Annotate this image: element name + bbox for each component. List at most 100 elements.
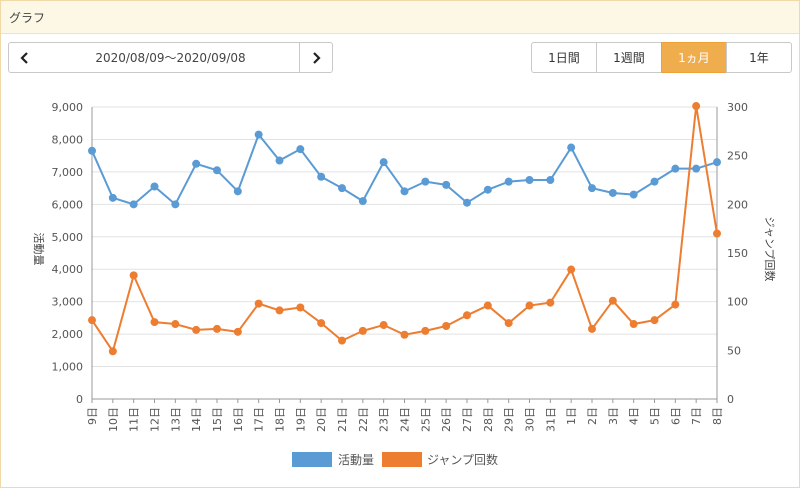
jump-data-point — [233, 327, 242, 336]
activity-data-point — [254, 130, 263, 139]
x-tick-label: 13日 — [169, 407, 182, 432]
jump-data-point — [442, 322, 451, 330]
next-period-button[interactable] — [299, 42, 333, 73]
x-tick-label: 29日 — [503, 407, 516, 432]
x-tick-label: 17日 — [253, 407, 266, 432]
jump-data-point — [192, 325, 201, 334]
activity-data-point — [108, 193, 117, 202]
jump-data-point — [296, 303, 305, 312]
chevron-left-icon — [20, 51, 28, 64]
activity-data-point — [317, 172, 326, 181]
jump-data-point — [567, 265, 576, 274]
activity-data-point — [213, 166, 221, 175]
x-tick-label: 9日 — [86, 407, 99, 425]
tab-1-week[interactable]: 1週間 — [596, 42, 662, 73]
right-tick-label: 300 — [727, 101, 748, 114]
activity-data-point — [442, 180, 451, 189]
right-tick-label: 50 — [727, 344, 741, 357]
jump-data-point — [525, 301, 534, 310]
grid-lines — [92, 106, 717, 400]
tab-1-month[interactable]: 1ヵ月 — [661, 42, 727, 73]
jump-data-point — [129, 271, 138, 280]
left-tick-label: 9,000 — [52, 101, 84, 114]
legend-label-jump[interactable]: ジャンプ回数 — [427, 452, 498, 467]
x-tick-label: 12日 — [149, 407, 162, 432]
activity-data-point — [88, 146, 96, 155]
x-tick-label: 23日 — [378, 407, 391, 432]
x-tick-label: 7日 — [690, 407, 703, 425]
x-tick-label: 25日 — [419, 407, 432, 432]
activity-data-point — [525, 176, 534, 184]
activity-data-point — [692, 164, 701, 173]
jump-data-point — [483, 301, 492, 310]
activity-data-point — [546, 176, 555, 184]
left-tick-label: 6,000 — [52, 198, 84, 211]
legend-label-activity[interactable]: 活動量 — [338, 453, 374, 467]
x-tick-label: 4日 — [628, 407, 641, 425]
activity-data-point — [650, 177, 659, 186]
activity-data-point — [379, 158, 388, 167]
panel-header: グラフ — [1, 1, 799, 34]
x-tick-label: 30日 — [524, 407, 537, 432]
jump-data-point — [213, 324, 221, 333]
jump-data-point — [629, 320, 638, 329]
jump-data-point — [692, 102, 701, 111]
jump-data-point — [171, 320, 180, 329]
date-range-label: 2020/08/09〜2020/09/08 — [41, 42, 300, 73]
x-tick-label: 31日 — [544, 407, 557, 432]
tab-1-year[interactable]: 1年 — [726, 42, 792, 73]
x-tick-label: 26日 — [440, 407, 453, 432]
left-tick-label: 5,000 — [52, 231, 84, 244]
activity-data-point — [233, 187, 242, 196]
legend-swatch-jump[interactable] — [382, 452, 422, 467]
activity-data-point — [150, 182, 159, 191]
x-tick-label: 2日 — [586, 407, 599, 425]
legend-swatch-activity[interactable] — [292, 452, 332, 467]
jump-data-point — [275, 306, 284, 315]
jump-data-point — [671, 300, 680, 309]
activity-data-point — [275, 156, 284, 165]
x-tick-label: 19日 — [294, 407, 307, 432]
x-tick-label: 21日 — [336, 407, 349, 432]
previous-period-button[interactable] — [8, 42, 42, 73]
x-tick-label: 28日 — [482, 407, 495, 432]
left-tick-label: 1,000 — [52, 361, 84, 374]
right-tick-label: 200 — [727, 198, 748, 211]
jump-data-point — [338, 336, 346, 345]
jump-data-point — [421, 326, 430, 335]
jump-data-point — [713, 229, 721, 238]
right-tick-label: 250 — [727, 150, 748, 163]
jump-data-point — [608, 296, 617, 305]
jump-data-point — [317, 319, 326, 328]
activity-data-point — [421, 177, 430, 186]
x-tick-label: 24日 — [399, 407, 412, 432]
x-tick-label: 6日 — [669, 407, 682, 425]
x-tick-label: 5日 — [649, 407, 662, 425]
x-tick-label: 18日 — [274, 407, 287, 432]
activity-data-point — [629, 190, 638, 199]
activity-data-point — [713, 158, 721, 167]
jump-data-point — [400, 330, 409, 339]
activity-data-point — [338, 184, 346, 193]
activity-data-point — [296, 145, 305, 154]
right-tick-label: 0 — [727, 393, 734, 406]
line-chart: 0 1,000 2,000 3,000 4,000 5,000 6,000 7,000 8,00… — [32, 101, 776, 467]
left-axis-title: 活動量 — [32, 233, 46, 266]
activity-data-point — [129, 200, 138, 209]
tab-1-day[interactable]: 1日間 — [531, 42, 597, 73]
x-tick-label: 10日 — [107, 407, 120, 432]
activity-data-point — [192, 159, 201, 168]
x-tick-label: 8日 — [711, 407, 724, 425]
chevron-right-icon — [313, 51, 321, 64]
activity-data-point — [171, 200, 180, 209]
jump-data-point — [254, 299, 263, 308]
jump-data-point — [88, 316, 96, 325]
activity-data-point — [358, 197, 367, 206]
legend: 活動量 ジャンプ回数 — [292, 452, 498, 467]
x-tick-label: 27日 — [461, 407, 474, 432]
right-axis-title: ジャンプ回数 — [763, 216, 776, 281]
jump-data-point — [504, 319, 513, 328]
right-tick-label: 150 — [727, 247, 748, 260]
left-tick-label: 3,000 — [52, 296, 84, 309]
